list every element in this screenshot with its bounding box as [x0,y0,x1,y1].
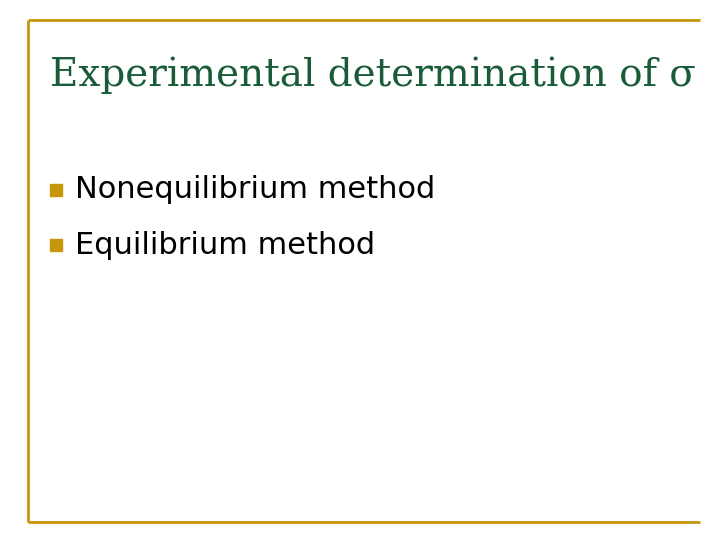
Bar [50,239,62,251]
Text: Equilibrium method: Equilibrium method [75,231,375,260]
Text: Experimental determination of σ: Experimental determination of σ [50,56,696,94]
Bar [50,184,62,196]
Text: Nonequilibrium method: Nonequilibrium method [75,176,436,205]
